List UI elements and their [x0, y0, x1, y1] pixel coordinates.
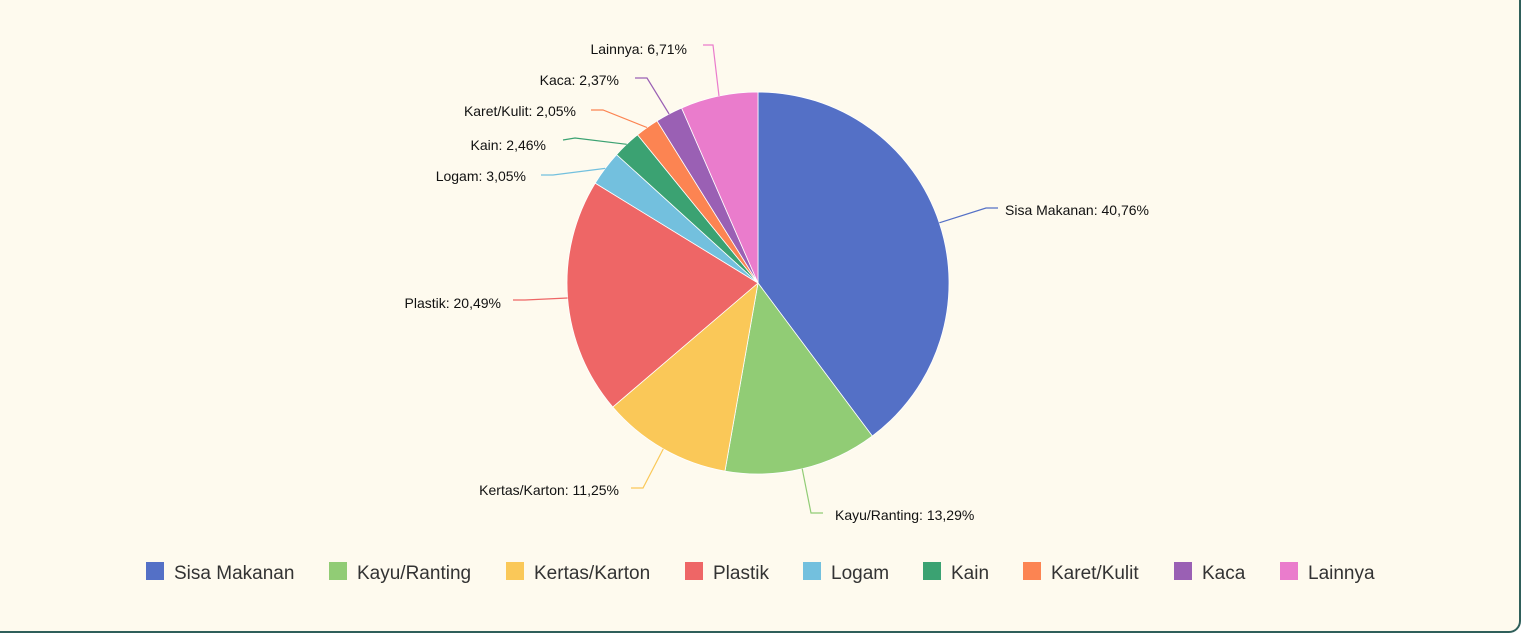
legend-label: Plastik [713, 563, 769, 584]
slice-label-karet-kulit: Karet/Kulit: 2,05% [464, 103, 576, 119]
leader-line-lainnya [703, 44, 720, 97]
legend-label: Logam [831, 563, 889, 584]
legend-swatch [329, 562, 347, 580]
pie-slice-lainnya[interactable] [681, 91, 759, 284]
legend-item-kain[interactable]: Kain [923, 562, 989, 584]
legend-item-sisa-makanan[interactable]: Sisa Makanan [146, 562, 294, 584]
pie-slice-plastik[interactable] [566, 182, 759, 408]
leader-line-kayu-ranting [801, 468, 823, 514]
legend-swatch [923, 562, 941, 580]
slice-label-kayu-ranting: Kayu/Ranting: 13,29% [835, 507, 974, 523]
legend-swatch [685, 562, 703, 580]
legend-item-kayu-ranting[interactable]: Kayu/Ranting [329, 562, 471, 584]
legend-label: Lainnya [1308, 563, 1375, 584]
label-leader-lines [513, 44, 998, 514]
legend-swatch [1280, 562, 1298, 580]
slice-labels: Sisa Makanan: 40,76% Kayu/Ranting: 13,29%… [405, 41, 1149, 523]
legend-swatch [1174, 562, 1192, 580]
legend-item-logam[interactable]: Logam [803, 562, 889, 584]
slice-label-plastik: Plastik: 20,49% [405, 295, 502, 311]
leader-line-kaca [635, 77, 670, 115]
pie-slice-sisa-makanan[interactable] [757, 91, 950, 437]
slice-label-kertas-karton: Kertas/Karton: 11,25% [479, 482, 619, 498]
pie-slices [566, 91, 950, 475]
slice-label-kain: Kain: 2,46% [471, 137, 547, 153]
leader-line-kertas-karton [631, 448, 664, 489]
slice-label-lainnya: Lainnya: 6,71% [590, 41, 687, 57]
leader-line-sisa-makanan [939, 207, 998, 224]
legend-swatch [1023, 562, 1041, 580]
legend-label: Kertas/Karton [534, 563, 650, 584]
legend-label: Kayu/Ranting [357, 563, 471, 584]
legend-swatch [146, 562, 164, 580]
legend-swatch [506, 562, 524, 580]
legend-label: Sisa Makanan [174, 563, 294, 584]
leader-line-plastik [513, 297, 568, 301]
legend-label: Kain [951, 563, 989, 584]
legend: Sisa Makanan Kayu/Ranting Kertas/Karton Pla… [146, 562, 1375, 584]
legend-label: Karet/Kulit [1051, 563, 1139, 584]
legend-item-karet-kulit[interactable]: Karet/Kulit [1023, 562, 1139, 584]
slice-label-sisa-makanan: Sisa Makanan: 40,76% [1005, 202, 1149, 218]
legend-item-plastik[interactable]: Plastik [685, 562, 769, 584]
slice-label-logam: Logam: 3,05% [436, 168, 526, 184]
legend-item-kaca[interactable]: Kaca [1174, 562, 1246, 584]
legend-label: Kaca [1202, 563, 1246, 584]
pie-slice-kertas-karton[interactable] [612, 281, 759, 472]
leader-line-logam [541, 167, 606, 176]
leader-line-kain [562, 137, 627, 145]
legend-swatch [803, 562, 821, 580]
legend-item-kertas-karton[interactable]: Kertas/Karton [506, 562, 650, 584]
legend-item-lainnya[interactable]: Lainnya [1280, 562, 1375, 584]
leader-line-karet-kulit [591, 109, 648, 129]
slice-label-kaca: Kaca: 2,37% [540, 72, 619, 88]
